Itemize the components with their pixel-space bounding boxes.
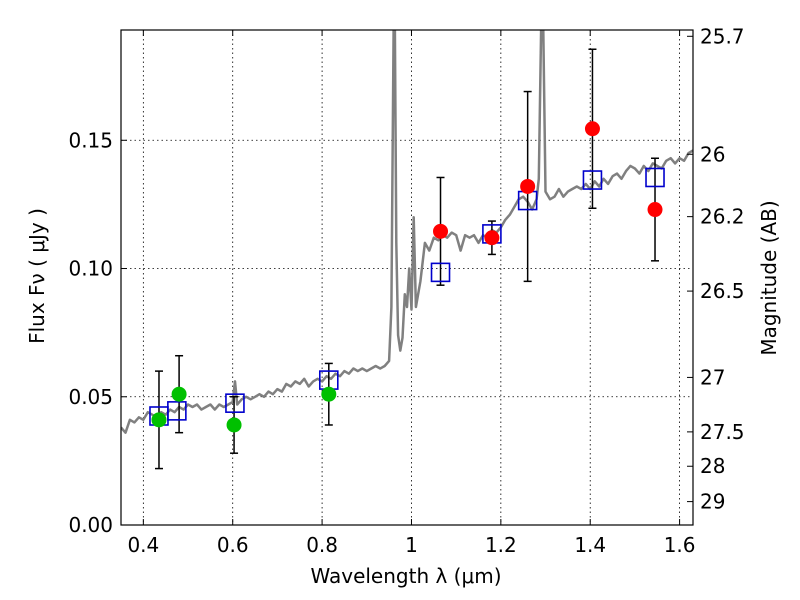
model-square [645, 167, 665, 188]
right-tick-label: 29 [700, 490, 725, 514]
grid-lines [121, 30, 693, 525]
right-tick-label: 27 [700, 365, 725, 389]
model-spectrum-layer [121, 30, 693, 434]
x-tick-label: 0.8 [306, 533, 338, 557]
right-tick-label: 26.2 [700, 205, 745, 229]
hst-point [584, 121, 600, 137]
y-tick-label: 0.15 [68, 128, 113, 152]
marker-layer [149, 121, 665, 433]
hst-point [520, 178, 536, 194]
model-square [225, 393, 245, 413]
x-tick-label: 0.6 [217, 533, 249, 557]
ground-point [321, 386, 337, 402]
errorbar-layer [154, 48, 660, 470]
right-tick-label: 26 [700, 142, 725, 166]
ground-point [171, 386, 187, 402]
hst-point [484, 230, 500, 246]
x-tick-label: 1 [405, 533, 418, 557]
tick-marks [121, 30, 693, 526]
right-axis-label: Magnitude (AB) [757, 200, 781, 355]
ground-point [151, 412, 167, 428]
hst-point [647, 202, 663, 218]
model-square [582, 170, 603, 190]
ground-point [226, 417, 242, 433]
plot-frame [120, 29, 694, 526]
y-axis-label: Flux Fν ( μJy ) [25, 208, 49, 344]
right-tick-label: 25.7 [700, 24, 745, 48]
x-tick-label: 1.6 [664, 533, 696, 557]
spectrum-line [121, 30, 693, 434]
model-square [430, 262, 451, 283]
tick-labels: 0.4 0.6 0.8 1 1.2 1.4 1.6 0.00 0.05 0.10 0.15 25.7 2… [68, 24, 744, 557]
x-tick-label: 1.2 [485, 533, 517, 557]
x-tick-label: 0.4 [127, 533, 159, 557]
y-tick-label: 0.10 [68, 257, 113, 281]
model-square [167, 401, 187, 421]
right-tick-label: 26.5 [700, 279, 745, 303]
hst-point [433, 223, 449, 239]
y-tick-label: 0.00 [68, 513, 113, 537]
x-tick-label: 1.4 [574, 533, 606, 557]
y-tick-label: 0.05 [68, 385, 113, 409]
x-axis-label: Wavelength λ (μm) [310, 564, 501, 588]
right-tick-label: 27.5 [700, 420, 745, 444]
right-tick-label: 28 [700, 454, 725, 478]
